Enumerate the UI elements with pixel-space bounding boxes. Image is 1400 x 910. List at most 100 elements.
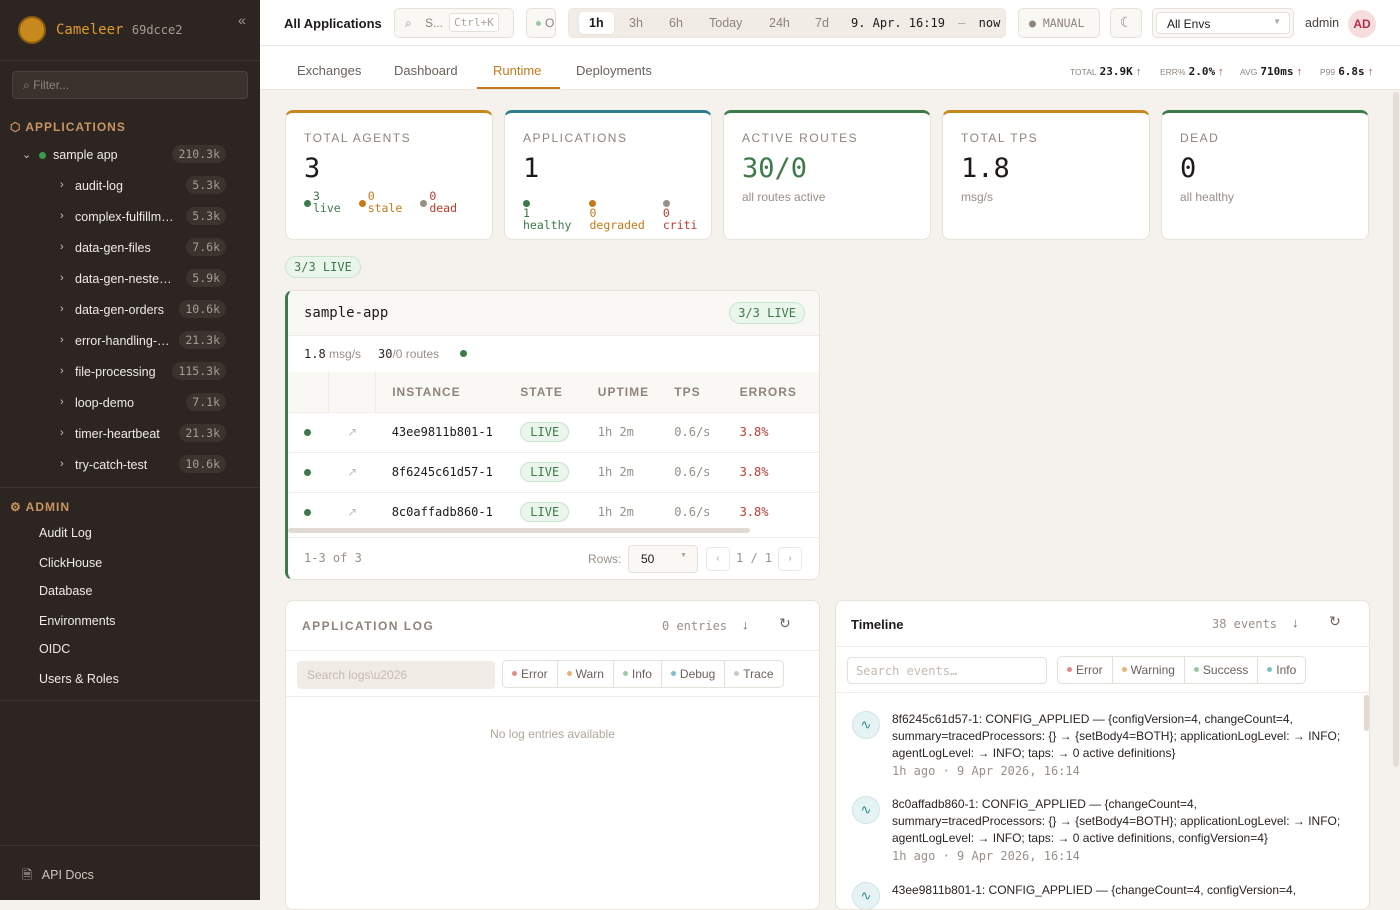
- sidebar-app-item[interactable]: › error-handling-… 21.3k: [0, 326, 260, 357]
- breakdown-count: 3: [313, 189, 320, 203]
- refresh-mode-button[interactable]: ● MANUAL: [1018, 8, 1100, 38]
- sidebar-admin-item[interactable]: ClickHouse: [39, 556, 103, 570]
- sidebar-app-item[interactable]: › data-gen-orders 10.6k: [0, 295, 260, 326]
- trend-arrow-icon: ↑: [1296, 66, 1303, 78]
- range-option[interactable]: 6h: [669, 16, 683, 30]
- prev-page-button[interactable]: ‹: [706, 547, 730, 571]
- page-scrollbar[interactable]: [1393, 92, 1399, 767]
- refresh-icon[interactable]: ↻: [779, 615, 791, 631]
- tab-dashboard[interactable]: Dashboard: [394, 63, 458, 78]
- env-select[interactable]: All Envs ▼: [1152, 8, 1294, 38]
- filter-error[interactable]: Error: [503, 661, 558, 687]
- external-link-icon[interactable]: ↗: [328, 451, 376, 492]
- instance-id[interactable]: 8f6245c61d57-1: [375, 451, 507, 492]
- status-dot: [39, 152, 46, 159]
- filter-input[interactable]: ⌕ Filter...: [12, 71, 248, 99]
- range-option[interactable]: 3h: [629, 16, 643, 30]
- sidebar-app-root[interactable]: ⌄ sample app 210.3k: [0, 140, 260, 171]
- column-header[interactable]: H: [807, 372, 819, 412]
- log-search-input[interactable]: Search logs\u2026: [297, 661, 495, 689]
- sidebar-app-item[interactable]: › data-gen-neste… 5.9k: [0, 264, 260, 295]
- card-subtitle: msg/s: [961, 190, 994, 204]
- activity-pulse-icon: ∿: [852, 796, 880, 824]
- filter-info[interactable]: Info: [1258, 657, 1305, 683]
- table-row[interactable]: ↗8f6245c61d57-1 LIVE 1h 2m0.6/s3.8%2: [288, 451, 819, 492]
- external-link-icon[interactable]: ↗: [328, 491, 376, 532]
- column-header[interactable]: UPTIME: [583, 372, 661, 412]
- sidebar-admin-item[interactable]: Users & Roles: [39, 672, 119, 686]
- filter-warn[interactable]: Warn: [558, 661, 614, 687]
- sidebar-app-item[interactable]: › loop-demo 7.1k: [0, 388, 260, 419]
- timeline-search-input[interactable]: Search events…: [847, 657, 1047, 684]
- sidebar-admin-item[interactable]: Environments: [39, 614, 116, 628]
- filter-error[interactable]: Error: [1058, 657, 1113, 683]
- instance-id[interactable]: 43ee9811b801-1: [375, 411, 507, 452]
- table-row[interactable]: ↗8c0affadb860-1 LIVE 1h 2m0.6/s3.8%2: [288, 491, 819, 532]
- kpi-value: 710ms: [1260, 65, 1294, 78]
- rows-per-page-select[interactable]: 50 ▼: [628, 545, 698, 573]
- column-header[interactable]: TPS: [660, 372, 726, 412]
- next-page-button[interactable]: ›: [778, 547, 802, 571]
- range-option[interactable]: 24h: [769, 16, 790, 30]
- custom-range[interactable]: 9. Apr. 16:19 — now: [851, 16, 1000, 30]
- sidebar: Cameleer 69dcce2 « ⌕ Filter... ⬡ APPLICA…: [0, 0, 260, 900]
- search-button[interactable]: ⌕ S... Ctrl+K: [394, 8, 514, 38]
- sidebar-app-item[interactable]: › data-gen-files 7.6k: [0, 233, 260, 264]
- card-label: DEAD: [1180, 131, 1220, 145]
- app-count: 115.3k: [172, 362, 226, 380]
- refresh-icon[interactable]: ↻: [1329, 613, 1341, 629]
- theme-toggle-moon-icon[interactable]: ☾: [1110, 8, 1142, 38]
- sidebar-app-item[interactable]: › timer-heartbeat 21.3k: [0, 419, 260, 450]
- level-dot: [670, 671, 676, 676]
- applications-section[interactable]: ⬡ APPLICATIONS: [10, 120, 126, 134]
- kpi-total: TOTAL 23.9K ↑: [1070, 65, 1141, 78]
- avatar[interactable]: AD: [1348, 10, 1376, 38]
- table-row[interactable]: ↗43ee9811b801-1 LIVE 1h 2m0.6/s3.8%3: [288, 411, 819, 452]
- sidebar-admin-item[interactable]: OIDC: [39, 642, 71, 656]
- sort-arrow-down-icon[interactable]: ↓: [742, 617, 749, 632]
- chevron-right-icon: ›: [60, 396, 64, 408]
- card-breakdown-item: 0 degraded: [589, 190, 645, 231]
- sidebar-app-item[interactable]: › audit-log 5.3k: [0, 171, 260, 202]
- sidebar-app-item[interactable]: › file-processing 115.3k: [0, 357, 260, 388]
- filter-info[interactable]: Info: [614, 661, 662, 687]
- range-option[interactable]: Today: [709, 16, 743, 30]
- sort-arrow-down-icon[interactable]: ↓: [1292, 615, 1299, 630]
- instance-id[interactable]: 8c0affadb860-1: [375, 491, 507, 532]
- app-name[interactable]: sample-app: [304, 305, 389, 321]
- status-dot: [420, 200, 428, 207]
- filter-success[interactable]: Success: [1185, 657, 1259, 683]
- filter-warning[interactable]: Warning: [1113, 657, 1185, 683]
- errors: 3.8%: [725, 411, 808, 452]
- uptime: 1h 2m: [583, 451, 661, 492]
- collapse-sidebar-icon[interactable]: «: [238, 12, 246, 28]
- sidebar-admin-item[interactable]: Database: [39, 584, 93, 598]
- app-count: 21.3k: [179, 424, 226, 442]
- filter-debug[interactable]: Debug: [662, 661, 726, 687]
- filter-trace[interactable]: Trace: [725, 661, 782, 687]
- stat-card: APPLICATIONS 1 1 healthy 0 degraded 0 criti: [504, 110, 712, 240]
- tab-exchanges[interactable]: Exchanges: [297, 63, 362, 78]
- tab-runtime[interactable]: Runtime: [493, 63, 542, 78]
- timeline-event-count: 38 events: [1212, 617, 1278, 631]
- api-docs-link[interactable]: 🗎 API Docs: [22, 866, 94, 887]
- column-header[interactable]: INSTANCE: [375, 372, 507, 412]
- column-header[interactable]: ERRORS: [725, 372, 808, 412]
- user-name[interactable]: admin: [1305, 16, 1340, 30]
- range-option[interactable]: 7d: [815, 16, 829, 30]
- app-count: 10.6k: [179, 300, 226, 318]
- horizontal-scrollbar[interactable]: [288, 528, 750, 533]
- range-option[interactable]: 1h: [579, 12, 614, 34]
- tps-unit: msg/s: [329, 347, 362, 361]
- sidebar-admin-item[interactable]: Audit Log: [39, 526, 92, 540]
- timeline-scrollbar[interactable]: [1364, 695, 1369, 731]
- admin-section[interactable]: ⚙ ADMIN: [10, 500, 70, 514]
- external-link-icon[interactable]: ↗: [328, 411, 376, 452]
- sidebar-app-item[interactable]: › try-catch-test 10.6k: [0, 450, 260, 481]
- tab-deployments[interactable]: Deployments: [576, 63, 652, 78]
- chevron-right-icon: ›: [60, 179, 64, 191]
- status-button[interactable]: O: [526, 8, 556, 38]
- column-header[interactable]: STATE: [506, 372, 584, 412]
- app-count: 10.6k: [179, 455, 226, 473]
- sidebar-app-item[interactable]: › complex-fulfillm… 5.3k: [0, 202, 260, 233]
